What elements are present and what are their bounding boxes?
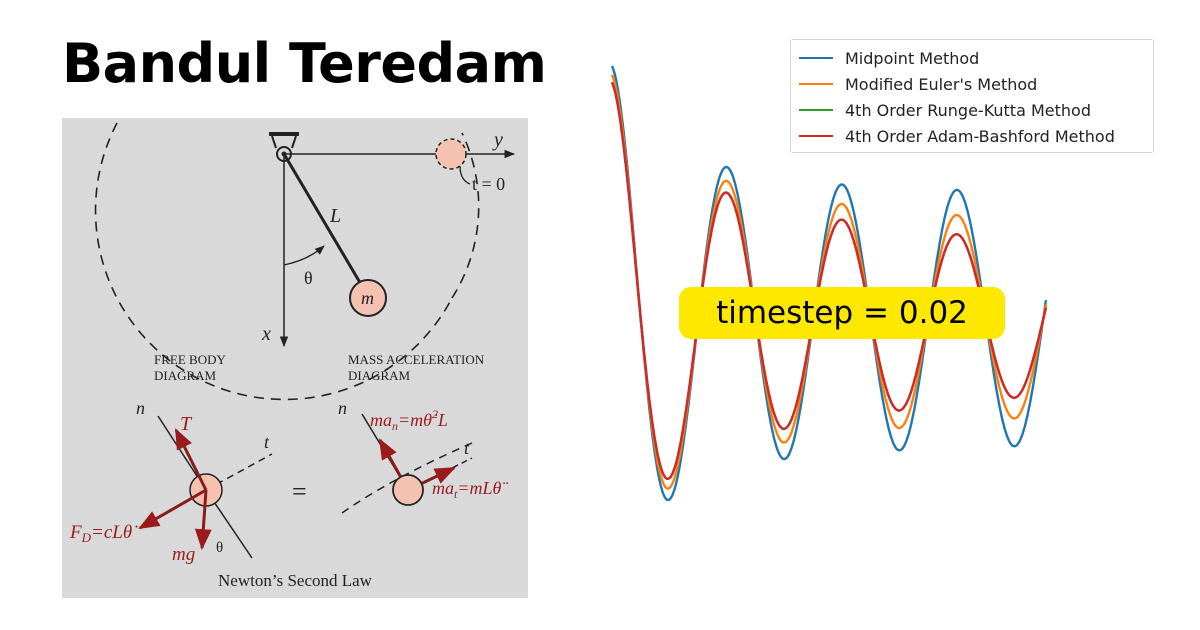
timestep-badge: timestep = 0.02 xyxy=(679,287,1005,339)
fbd-theta-label: θ xyxy=(216,540,223,556)
page-title: Bandul Teredam xyxy=(62,32,547,95)
mad-t-label: t xyxy=(464,438,470,458)
mass-acceleration-diagram xyxy=(341,413,473,514)
legend-swatch xyxy=(799,57,833,59)
normal-acceleration-label: man=mθ̇2L xyxy=(370,407,448,433)
legend-swatch xyxy=(799,135,833,137)
series-line xyxy=(610,81,1048,481)
pendulum-diagram: y x L θ m t = 0 FREE BODY DIAGRAM MASS A… xyxy=(62,118,528,598)
legend-swatch xyxy=(799,109,833,111)
legend-label: 4th Order Runge-Kutta Method xyxy=(845,100,1091,120)
mass-label: m xyxy=(361,288,374,308)
chart-legend: Midpoint Method Modified Euler's Method … xyxy=(790,39,1154,153)
legend-item: Midpoint Method xyxy=(799,45,1145,71)
legend-item: 4th Order Runge-Kutta Method xyxy=(799,97,1145,123)
length-label: L xyxy=(329,205,341,227)
equals-sign: = xyxy=(292,477,307,506)
tension-label: T xyxy=(180,413,193,435)
t0-label: t = 0 xyxy=(472,174,505,194)
free-body-heading: FREE BODY DIAGRAM xyxy=(154,352,229,383)
weight-label: mg xyxy=(172,544,195,565)
fbd-n-label: n xyxy=(136,398,145,418)
pendulum-chart xyxy=(610,65,1048,502)
y-axis-label: y xyxy=(492,129,503,151)
drag-force-label: FD=cLθ̇ xyxy=(69,522,138,545)
legend-swatch xyxy=(799,83,833,85)
free-body-diagram xyxy=(138,415,273,559)
tangential-acceleration-label: mat=mLθ̈ xyxy=(432,478,508,501)
legend-label: Midpoint Method xyxy=(845,48,980,68)
mad-n-label: n xyxy=(338,398,347,418)
series-group xyxy=(610,65,1048,502)
legend-item: 4th Order Adam-Bashford Method xyxy=(799,123,1145,149)
legend-item: Modified Euler's Method xyxy=(799,71,1145,97)
pendulum-mass xyxy=(349,279,387,317)
swing-arc xyxy=(94,122,480,401)
t0-leader xyxy=(459,165,471,185)
legend-label: Modified Euler's Method xyxy=(845,74,1038,94)
diagram-caption: Newton’s Second Law xyxy=(218,571,373,590)
series-line xyxy=(610,65,1048,502)
theta-arc xyxy=(283,245,325,266)
fbd-t-label: t xyxy=(264,432,270,452)
legend-label: 4th Order Adam-Bashford Method xyxy=(845,126,1115,146)
initial-position-marker xyxy=(435,138,467,170)
theta-label: θ xyxy=(304,268,313,288)
pendulum-rod xyxy=(282,153,364,287)
x-axis-label: x xyxy=(261,323,271,345)
mass-acceleration-heading: MASS ACCELERATION DIAGRAM xyxy=(348,352,487,383)
